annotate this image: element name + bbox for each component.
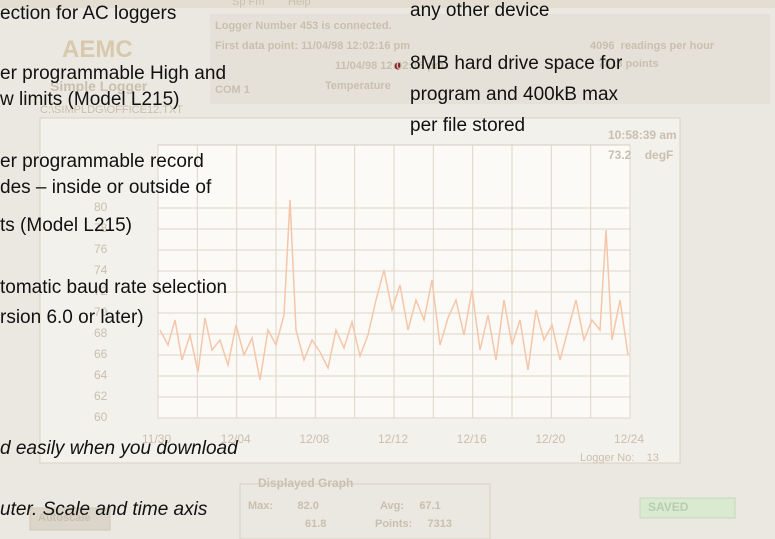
status-rate: 4096 readings per hour — [590, 40, 714, 52]
x-tick-label: 12/12 — [378, 432, 408, 446]
y-tick-label: 80 — [94, 200, 107, 214]
saved-label: SAVED — [648, 500, 688, 514]
menu-item: Sp Fm — [232, 0, 264, 8]
y-tick-label: 60 — [94, 410, 107, 424]
displayed-max: Max: 82.0 — [248, 500, 319, 512]
y-tick-label: 64 — [94, 368, 107, 382]
reading: 73.2 degF — [608, 148, 673, 162]
status-first-point: First data point: 11/04/98 12:02:16 pm — [215, 40, 410, 52]
body-text: des – inside or outside of — [0, 177, 211, 199]
clock: 10:58:39 am — [608, 128, 677, 142]
italic-text: d easily when you download — [0, 438, 238, 460]
body-text: er programmable record — [0, 151, 204, 173]
body-text: ts (Model L215) — [0, 215, 132, 237]
x-tick-label: 12/20 — [535, 432, 565, 446]
y-tick-label: 62 — [94, 389, 107, 403]
body-text: w limits (Model L215) — [0, 89, 180, 111]
bullet-text: per file stored — [410, 115, 525, 137]
bullet-text: 8MB hard drive space for — [410, 53, 622, 75]
logger-no: Logger No: 13 — [580, 452, 659, 464]
body-text: tomatic baud rate selection — [0, 277, 227, 299]
brand: AEMC — [62, 36, 133, 64]
y-tick-label: 76 — [94, 242, 107, 256]
y-tick-label: 74 — [94, 263, 107, 277]
italic-text: uter. Scale and time axis — [0, 499, 207, 521]
body-text: ection for AC loggers — [0, 3, 176, 25]
right-text: any other device — [410, 0, 549, 22]
page: Sp Fm Help AEMC Simple Logger Logger Num… — [0, 0, 775, 539]
menu-item: Help — [288, 0, 311, 8]
x-tick-label: 12/16 — [457, 432, 487, 446]
x-tick-label: 12/08 — [299, 432, 329, 446]
status-port: COM 1 — [215, 84, 250, 96]
displayed-avg: Avg: 67.1 — [380, 500, 441, 512]
status-channel: Temperature — [325, 80, 391, 92]
body-text: er programmable High and — [0, 63, 226, 85]
bullet-text: program and 400kB max — [410, 84, 618, 106]
body-text: rsion 6.0 or later) — [0, 307, 144, 329]
x-tick-label: 12/24 — [614, 432, 644, 446]
y-tick-label: 66 — [94, 347, 107, 361]
displayed-points: Points: 7313 — [375, 518, 452, 530]
displayed-graph-title: Displayed Graph — [258, 476, 353, 490]
status-connected: Logger Number 453 is connected. — [215, 20, 392, 32]
displayed-min: 61.8 — [305, 518, 326, 530]
